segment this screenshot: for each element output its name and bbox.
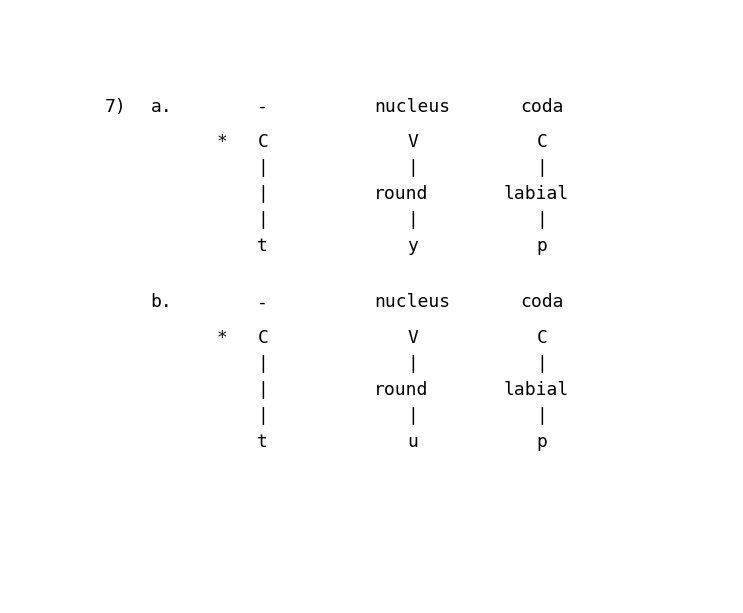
Text: coda: coda [520,294,564,311]
Text: t: t [257,433,268,451]
Text: |: | [536,159,548,177]
Text: |: | [257,185,268,203]
Text: |: | [257,159,268,177]
Text: |: | [407,211,418,229]
Text: |: | [536,355,548,373]
Text: round: round [374,381,428,399]
Text: *: * [217,329,228,347]
Text: -: - [257,294,268,311]
Text: b.: b. [150,294,172,311]
Text: |: | [257,407,268,425]
Text: nucleus: nucleus [374,294,450,311]
Text: a.: a. [150,97,172,116]
Text: labial: labial [504,381,569,399]
Text: p: p [536,433,548,451]
Text: C: C [257,329,268,347]
Text: |: | [536,407,548,425]
Text: coda: coda [520,97,564,116]
Text: t: t [257,237,268,255]
Text: labial: labial [504,185,569,203]
Text: |: | [407,355,418,373]
Text: C: C [257,133,268,151]
Text: 7): 7) [104,97,126,116]
Text: u: u [407,433,418,451]
Text: |: | [407,407,418,425]
Text: |: | [257,355,268,373]
Text: round: round [374,185,428,203]
Text: |: | [407,159,418,177]
Text: |: | [257,381,268,399]
Text: V: V [407,329,418,347]
Text: p: p [536,237,548,255]
Text: V: V [407,133,418,151]
Text: |: | [257,211,268,229]
Text: y: y [407,237,418,255]
Text: nucleus: nucleus [374,97,450,116]
Text: C: C [536,329,548,347]
Text: C: C [536,133,548,151]
Text: |: | [536,211,548,229]
Text: *: * [217,133,228,151]
Text: -: - [257,97,268,116]
